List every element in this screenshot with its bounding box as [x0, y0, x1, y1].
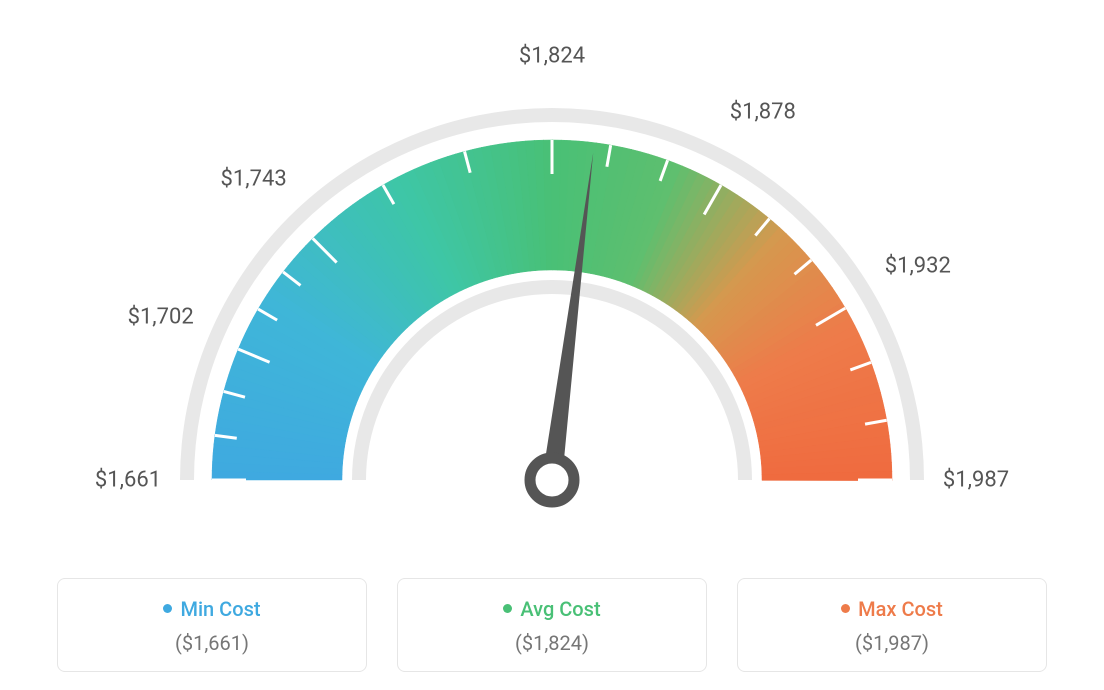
gauge-tick-label: $1,824: [519, 44, 585, 69]
gauge-tick-label: $1,987: [943, 468, 1009, 493]
gauge-tick-label: $1,661: [95, 468, 161, 493]
legend-title-max: Max Cost: [748, 597, 1036, 621]
gauge-svg: [0, 0, 1104, 560]
gauge-tick-label: $1,702: [128, 304, 194, 329]
legend-title-max-text: Max Cost: [858, 597, 943, 621]
dot-max: [841, 604, 850, 613]
legend-card-avg: Avg Cost ($1,824): [397, 578, 707, 672]
legend-value-min: ($1,661): [68, 631, 356, 655]
legend-value-avg: ($1,824): [408, 631, 696, 655]
gauge-tick-label: $1,743: [221, 166, 287, 191]
legend-card-max: Max Cost ($1,987): [737, 578, 1047, 672]
gauge-tick-label: $1,878: [730, 100, 796, 125]
legend-title-min: Min Cost: [68, 597, 356, 621]
legend-value-max: ($1,987): [748, 631, 1036, 655]
legend-card-min: Min Cost ($1,661): [57, 578, 367, 672]
gauge-tick-label: $1,932: [885, 253, 951, 278]
legend-row: Min Cost ($1,661) Avg Cost ($1,824) Max …: [0, 578, 1104, 672]
dot-avg: [503, 604, 512, 613]
legend-title-avg: Avg Cost: [408, 597, 696, 621]
legend-title-min-text: Min Cost: [180, 597, 260, 621]
gauge-container: $1,661 $1,702 $1,743 $1,824 $1,878 $1,932 $1,9…: [0, 0, 1104, 560]
dot-min: [163, 604, 172, 613]
legend-title-avg-text: Avg Cost: [520, 597, 600, 621]
